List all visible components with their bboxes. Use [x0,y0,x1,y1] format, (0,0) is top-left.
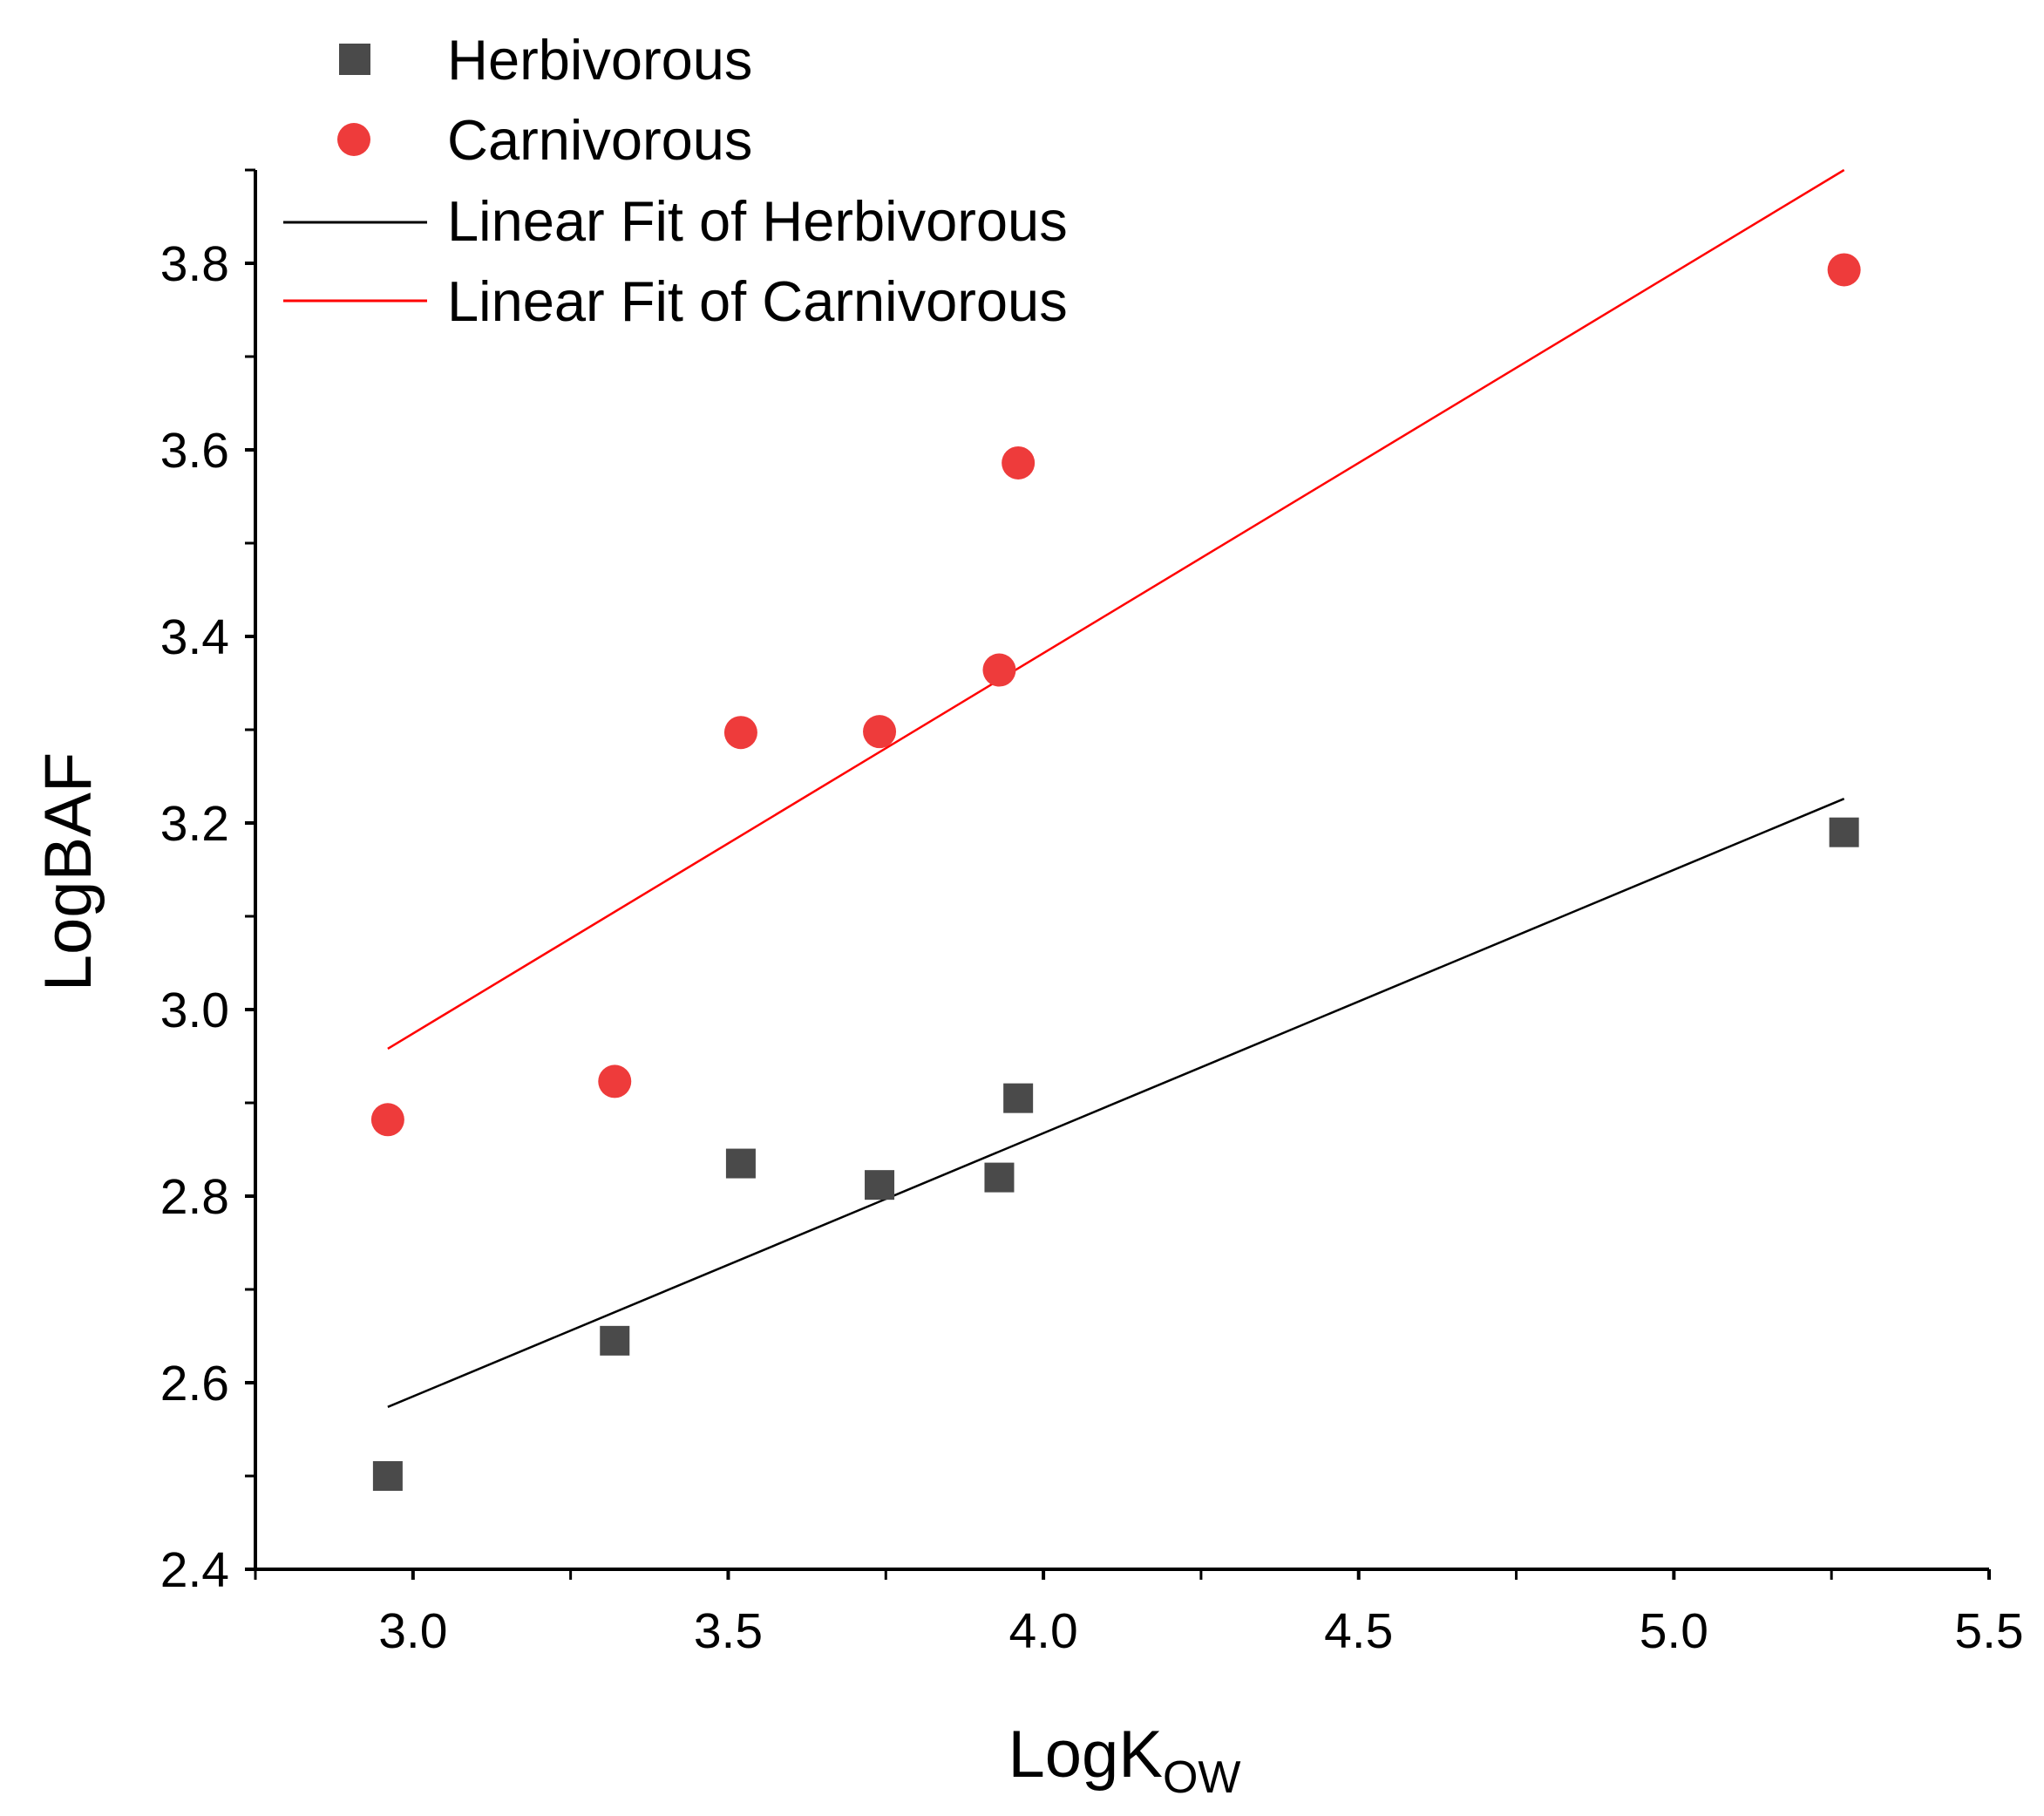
legend-label-herbivorous: Herbivorous [447,28,752,92]
y-tick-label: 3.8 [160,236,229,292]
y-tick-label: 2.8 [160,1169,229,1225]
herbivorous-point [1003,1083,1034,1113]
plot-area [370,168,1861,1491]
herbivorous-point [372,1461,403,1491]
legend: Herbivorous Carnivorous Linear Fit of He… [283,28,1068,333]
legend-entry-carnivorous-fit: Linear Fit of Carnivorous [283,269,1068,333]
x-tick-label: 5.5 [1954,1603,2023,1659]
y-tick-label: 3.2 [160,796,229,852]
x-tick-label: 3.0 [378,1603,447,1659]
y-tick-label: 2.6 [160,1356,229,1411]
herbivorous-fit-line [387,798,1845,1408]
carnivorous-point [1002,445,1036,480]
carnivorous-fit-line [387,168,1845,1051]
carnivorous-point [723,716,757,750]
herbivorous-point [984,1162,1015,1193]
x-axis-title-subscript: OW [1163,1752,1241,1803]
legend-label-carnivorous-fit: Linear Fit of Carnivorous [447,269,1068,333]
y-tick-label: 3.4 [160,609,229,665]
carnivorous-point [863,715,897,749]
herbivorous-point [725,1148,756,1179]
legend-square-marker [339,44,370,75]
x-tick-label: 3.5 [694,1603,763,1659]
axes [254,170,1989,1571]
legend-entry-carnivorous: Carnivorous [337,108,752,172]
x-ticks: 3.0 3.5 4.0 4.5 5.0 5.5 [254,1569,2024,1659]
carnivorous-point [1827,253,1861,287]
x-axis-title-main: LogK [1008,1717,1163,1792]
carnivorous-point [598,1064,632,1098]
legend-entry-herbivorous-fit: Linear Fit of Herbivorous [283,189,1068,253]
legend-label-herbivorous-fit: Linear Fit of Herbivorous [447,189,1068,253]
carnivorous-point [982,653,1016,687]
y-tick-label: 3.6 [160,423,229,479]
legend-label-carnivorous: Carnivorous [447,108,752,172]
legend-circle-marker [337,123,370,156]
herbivorous-point [1829,817,1859,847]
y-tick-label: 3.0 [160,983,229,1038]
y-tick-label: 2.4 [160,1542,229,1598]
y-ticks: 2.4 2.6 2.8 3.0 3.2 3.4 3.6 3.8 [160,168,255,1598]
herbivorous-point [600,1325,630,1356]
legend-entry-herbivorous: Herbivorous [339,28,752,92]
y-axis-title: LogBAF [31,752,105,992]
herbivorous-point [865,1170,895,1200]
x-tick-label: 5.0 [1640,1603,1708,1659]
x-axis-title: LogKOW [1008,1717,1240,1803]
carnivorous-point [370,1103,404,1137]
x-tick-label: 4.0 [1008,1603,1077,1659]
x-tick-label: 4.5 [1324,1603,1393,1659]
